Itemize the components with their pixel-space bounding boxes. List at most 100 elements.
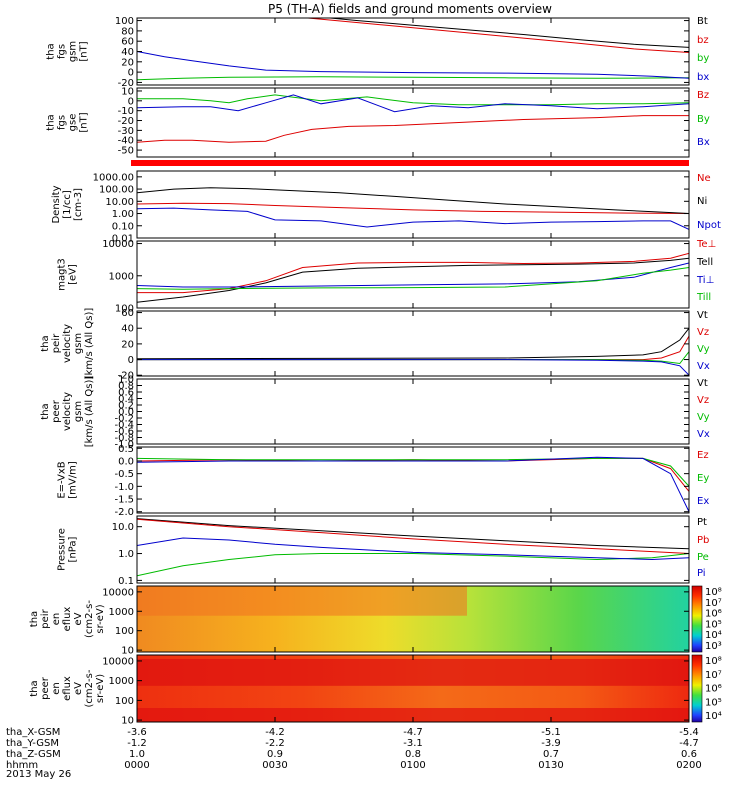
ytick-label: 60 [121,37,134,48]
ytick-label: 40 [121,324,134,335]
ylabel-line: [1/cc] [62,190,73,219]
series-Pt [137,518,689,550]
xaxis-row-value: 0100 [400,760,425,771]
series-Pe [137,553,689,577]
ylabel-line: eflux [62,676,73,701]
ytick-label: -0.4 [114,420,134,431]
ytick-label: 0.10 [112,221,134,232]
ytick-label: 100 [115,304,134,315]
xaxis-row-value: -5.4 [679,727,699,738]
xaxis-row-value: 0000 [124,760,149,771]
legend-bz: bz [697,35,709,46]
spectrogram-hot-band [137,586,467,616]
legend-Ey: Ey [697,473,709,484]
legend-Ti⊥: Ti⊥ [696,275,714,286]
ytick-label: 0 [128,68,134,79]
series-Ey [137,457,689,487]
ytick-label: 1000 [109,607,134,618]
legend-Vx: Vx [697,361,710,372]
ytick-label: 0.4 [118,394,134,405]
ylabel-line: sr-eV) [95,674,106,703]
legend-Tell: Tell [696,257,713,268]
ylabel-line: sr-eV) [95,604,106,633]
time-axis: tha_X-GSM -3.6 -4.2 -4.7 -5.1 -5.4 tha_Y-GSM -1… [6,727,702,771]
ylabel-line: [nT] [79,112,90,132]
ylabel-line: en [51,613,62,626]
ylabel-line: [km/s (All Qs)] [84,376,95,448]
ylabel-line: magt3 [57,258,68,291]
ytick-label: 10.00 [105,197,134,208]
bar-layer [131,160,689,166]
ytick-label: 0 [128,355,134,366]
ytick-label: 0.1 [118,576,134,587]
ylabel-line: tha [46,114,57,130]
colorbar-label: 10³ [705,641,722,652]
ylabel-line: gsm [73,401,84,422]
tplot-bar [131,160,689,166]
legend-By: By [697,114,710,125]
legend-Te⊥: Te⊥ [696,239,716,250]
ylabel-line: [cm-3] [73,188,84,221]
colorbar-label: 10⁷ [705,598,722,609]
ytick-label: 100 [115,696,134,707]
colorbar-label: 10⁸ [705,656,722,667]
spectrogram-hot-band [137,659,689,686]
ylabel-line: Pressure [57,528,68,571]
panel-peer-velocity: Vt Vz Vy Vx 1.00.80.60.40.20.0-0.2-0.4-0.6-0… [40,375,710,451]
legend-Vz: Vz [697,327,709,338]
xaxis-row-label: hhmm [6,760,38,771]
legend-Ni: Ni [697,196,707,207]
colorbar-label: 10⁴ [705,630,722,641]
ylabel-line: velocity [62,324,73,363]
ylabel-line: eV [73,612,84,625]
series-Vt [137,327,689,360]
ytick-label: 1000 [109,676,134,687]
colorbar-label: 10⁵ [705,619,722,630]
series-By [137,94,689,106]
series-Pb [137,518,689,554]
series-bz [302,18,689,53]
legend-Till: Till [696,292,711,303]
ytick-label: -10 [118,106,134,117]
ylabel-line: eflux [62,607,73,632]
xaxis-row-label: tha_Y-GSM [6,738,59,749]
ytick-label: 0.6 [118,388,134,399]
ytick-label: -30 [118,126,134,137]
ylabel-line: Density [51,185,62,223]
legend-Bz: Bz [697,90,709,101]
ytick-label: -1.0 [114,482,134,493]
ylabel-line: [mV/m] [68,461,79,499]
xaxis-row-value: 1.0 [129,749,145,760]
ytick-label: -20 [118,78,134,89]
colorbar-label: 10⁷ [705,670,722,681]
legend-Vt: Vt [697,378,708,389]
ylabel-line: peir [40,608,51,628]
legend-Bt: Bt [697,16,708,27]
xaxis-row-value: 0030 [262,760,287,771]
panel-pressure: Pt Pb Pe Pi 10.0 1.0 0.1 Pressure [nPa] [57,515,709,587]
panel-frame [136,87,690,158]
panel-frame [136,170,690,239]
colorbar-label: 10⁸ [705,587,722,598]
ytick-label: 1.00 [112,209,134,220]
ylabel-line: tha [29,611,40,627]
ylabel-line: (cm2-s- [84,669,95,707]
ytick-label: 1000 [109,271,134,282]
series-Bt [324,18,689,48]
xaxis-row-value: -4.2 [265,727,285,738]
series-Ni [137,187,689,214]
ytick-label: 0.8 [118,381,134,392]
ytick-label: 40 [121,47,134,58]
ytick-label: -1.0 [114,440,134,451]
ytick-label: 0.0 [118,456,134,467]
legend-Vx: Vx [697,429,710,440]
legend-by: by [697,53,709,64]
ylabel-line: eV [73,682,84,695]
xaxis-row-value: -3.9 [541,738,561,749]
ytick-label: 10000 [102,239,134,250]
legend-Ne: Ne [697,173,711,184]
ylabel-line: gsm [73,333,84,354]
ylabel-line: [nT] [79,41,90,61]
xaxis-row-value: -3.6 [127,727,147,738]
legend-Vt: Vt [697,310,708,321]
